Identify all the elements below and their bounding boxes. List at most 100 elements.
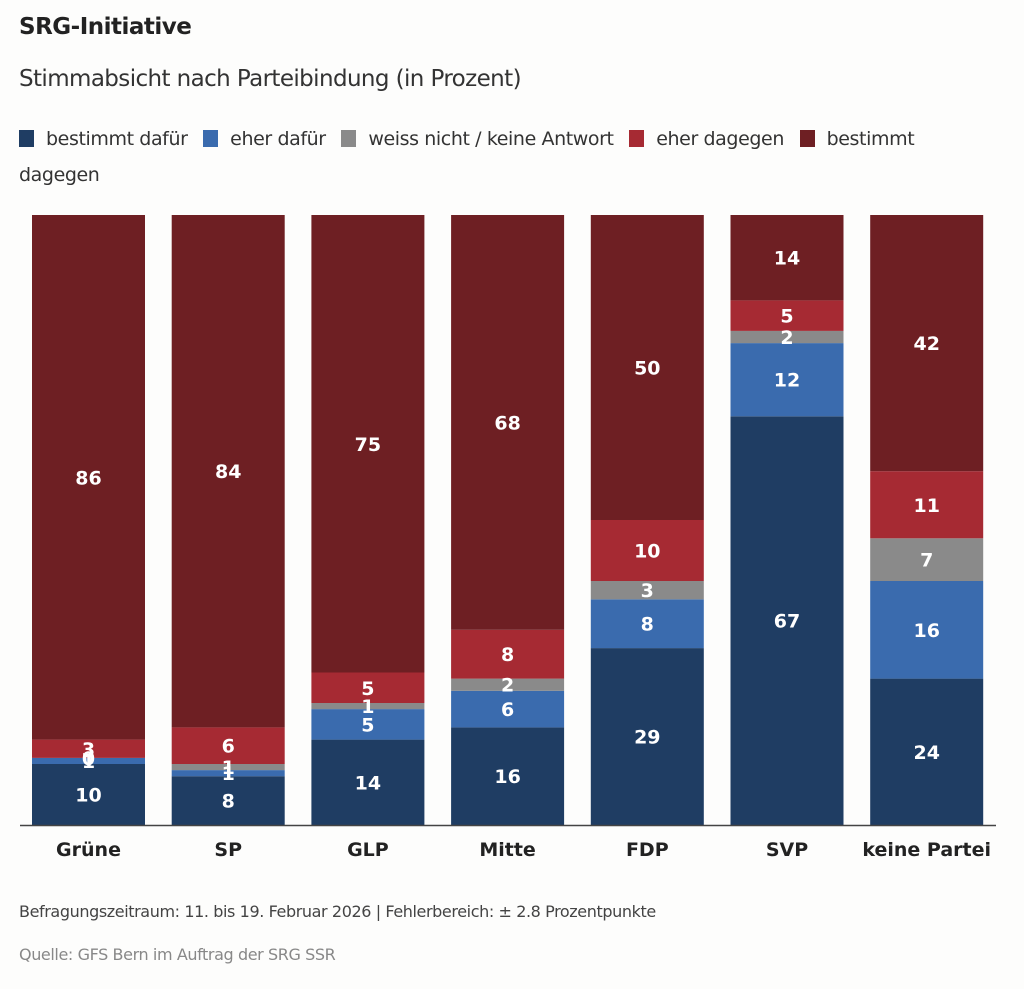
- data-label: 12: [774, 370, 800, 392]
- data-label: 1: [222, 763, 235, 785]
- bar-segment-svp-bestimmt-dafur: [730, 416, 844, 825]
- legend-label: weiss nicht / keine Antwort: [368, 128, 614, 150]
- data-label: 67: [774, 611, 800, 633]
- data-label: 10: [634, 541, 660, 563]
- data-label: 16: [913, 620, 939, 642]
- legend-label: eher dagegen: [656, 128, 784, 150]
- bar-segment-mitte-eher-dagegen: [451, 629, 565, 679]
- bar-segment-svp-eher-dagegen: [730, 300, 844, 331]
- data-label: 7: [920, 550, 933, 572]
- data-label: 1: [222, 757, 235, 779]
- bar-segment-svp-eher-dafur: [730, 343, 844, 417]
- bar-segment-sp-bestimmt-dagegen: [171, 215, 285, 728]
- bar-segment-mitte-bestimmt-dagegen: [451, 215, 565, 630]
- bar-group-svp: 67 12 25 14: [730, 215, 844, 825]
- bar-group-fdp: 29 8 3 10 50: [590, 215, 704, 825]
- data-label: 10: [75, 785, 101, 807]
- bar-group-mitte: 16 62 8 68: [451, 215, 565, 825]
- legend-swatch: [203, 130, 219, 147]
- data-label: 84: [215, 461, 241, 483]
- bar-segment-keine-partei-eher-dafur: [870, 581, 984, 679]
- data-label: 1: [82, 751, 95, 773]
- data-label: 5: [361, 678, 374, 700]
- data-label: 8: [501, 644, 514, 666]
- data-label: 42: [913, 333, 939, 355]
- x-tick-label: Mitte: [479, 839, 535, 861]
- data-label: 6: [501, 699, 514, 721]
- legend-item-eher-dafuer: eher dafür: [203, 128, 326, 150]
- data-label: 8: [641, 614, 654, 636]
- x-tick-label: GLP: [347, 839, 389, 861]
- bar-segment-keine-partei-bestimmt-dafur: [870, 678, 984, 825]
- legend: bestimmt dafür eher dafür weiss nicht / …: [19, 121, 999, 193]
- bar-segment-mitte-weiss-nicht-keine-antwort: [451, 678, 565, 691]
- bar-segment-fdp-eher-dafur: [590, 599, 704, 649]
- x-tick-label: Grüne: [56, 839, 121, 861]
- legend-item-weiss-nicht: weiss nicht / keine Antwort: [341, 128, 614, 150]
- data-label: 3: [82, 739, 95, 761]
- bar-segment-fdp-bestimmt-dagegen: [590, 215, 704, 520]
- data-label: 75: [355, 434, 381, 456]
- data-label: 14: [355, 772, 381, 794]
- chart-subtitle: Stimmabsicht nach Parteibindung (in Proz…: [19, 66, 522, 92]
- bar-segment-grune-eher-dagegen: [32, 739, 145, 758]
- data-label: 16: [494, 766, 520, 788]
- data-label: 5: [780, 306, 793, 328]
- data-label: 50: [634, 358, 660, 380]
- bar-segment-mitte-bestimmt-dafur: [451, 727, 565, 825]
- x-tick-label: SVP: [766, 839, 808, 861]
- legend-item-bestimmt-dafuer: bestimmt dafür: [19, 128, 188, 150]
- bar-group-glp: 14 515 75: [311, 215, 425, 825]
- bar-group-keine-partei: 24 16 7 11 42: [870, 215, 984, 825]
- x-tick-label: FDP: [626, 839, 669, 861]
- legend-swatch: [799, 130, 815, 147]
- data-label: 0: [82, 748, 95, 770]
- legend-label: eher dafür: [230, 128, 326, 150]
- bar-segment-sp-weiss-nicht-keine-antwort: [171, 764, 285, 771]
- bar-segment-svp-bestimmt-dagegen: [730, 215, 844, 301]
- data-label: 8: [222, 791, 235, 813]
- bar-segment-glp-weiss-nicht-keine-antwort: [311, 703, 425, 710]
- bar-segment-mitte-eher-dafur: [451, 690, 565, 728]
- legend-swatch: [19, 130, 34, 147]
- data-label: 11: [913, 495, 939, 517]
- source-note: Quelle: GFS Bern im Auftrag der SRG SSR: [19, 945, 336, 964]
- survey-note: Befragungszeitraum: 11. bis 19. Februar …: [19, 902, 656, 921]
- legend-label: bestimmt dagegen: [19, 128, 915, 186]
- bar-segment-grune-eher-dafur: [32, 757, 145, 764]
- data-label: 29: [634, 727, 660, 749]
- bar-segment-sp-bestimmt-dafur: [171, 776, 285, 825]
- legend-swatch: [629, 130, 645, 147]
- data-label: 1: [361, 696, 374, 718]
- legend-label: bestimmt dafür: [46, 128, 188, 150]
- bar-segment-glp-eher-dagegen: [311, 672, 425, 703]
- data-label: 24: [913, 742, 939, 764]
- data-label: 2: [501, 675, 514, 697]
- data-label: 68: [494, 412, 520, 434]
- bar-segment-keine-partei-weiss-nicht-keine-antwort: [870, 538, 984, 581]
- bar-segment-fdp-bestimmt-dafur: [590, 648, 704, 825]
- x-tick-label: keine Partei: [862, 839, 991, 861]
- data-label: 86: [75, 467, 101, 489]
- data-label: 2: [780, 327, 793, 349]
- data-label: 14: [774, 248, 800, 270]
- legend-item-eher-dagegen: eher dagegen: [629, 128, 784, 150]
- data-label: 6: [222, 736, 235, 758]
- bar-segment-glp-bestimmt-dagegen: [311, 215, 425, 673]
- bar-segment-grune-bestimmt-dafur: [32, 764, 145, 825]
- bar-segment-sp-eher-dagegen: [171, 727, 285, 764]
- bar-segment-keine-partei-eher-dagegen: [870, 471, 984, 539]
- data-label: 5: [361, 714, 374, 736]
- bar-segment-keine-partei-bestimmt-dagegen: [870, 215, 984, 472]
- bar-segment-sp-eher-dafur: [171, 770, 285, 777]
- x-tick-label: SP: [214, 839, 242, 861]
- bar-segment-fdp-weiss-nicht-keine-antwort: [590, 581, 704, 600]
- bar-segment-glp-eher-dafur: [311, 709, 425, 740]
- bar-segment-glp-bestimmt-dafur: [311, 739, 425, 825]
- legend-item-bestimmt-dagegen: bestimmt dagegen: [19, 128, 915, 186]
- legend-swatch: [341, 130, 357, 147]
- chart-title: SRG-Initiative: [19, 14, 192, 40]
- bar-segment-svp-weiss-nicht-keine-antwort: [730, 330, 844, 344]
